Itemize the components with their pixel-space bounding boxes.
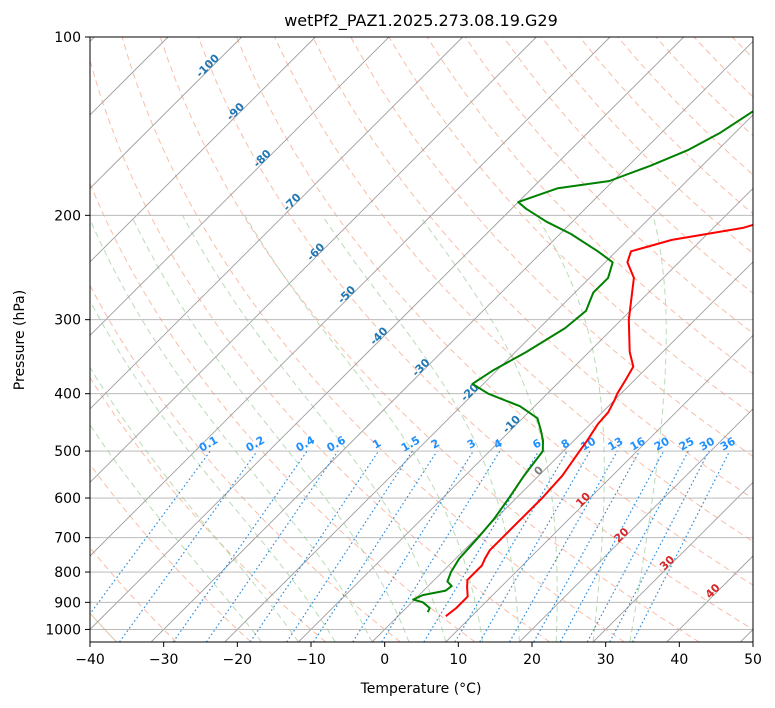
mixing-ratio-line: [533, 450, 640, 642]
skewed-isotherms: [90, 37, 753, 642]
mixing-ratio-line: [312, 450, 438, 642]
dry-adiabat: [464, 37, 753, 334]
isotherm-line: [90, 37, 390, 337]
dry-adiabat: [197, 37, 753, 630]
y-tick-label: 300: [54, 313, 81, 329]
y-tick-label: 900: [54, 595, 81, 611]
y-axis-label: Pressure (hPa): [12, 290, 28, 390]
dry-adiabat: [274, 37, 753, 543]
mixing-ratio-line: [205, 450, 339, 642]
isotherm-line: [90, 37, 464, 410]
isotherm-line: [90, 37, 611, 557]
y-tick-label: 600: [54, 491, 81, 507]
mixing-ratio-line: [559, 450, 665, 642]
dry-adiabat: [121, 37, 625, 642]
dry-adiabat: [90, 58, 551, 642]
x-axis-ticks: −40 −30 −20 −10 0 10 20 30 40 50: [75, 642, 762, 668]
x-tick-label: 0: [380, 652, 389, 668]
x-tick-label: 10: [449, 652, 467, 668]
isotherm-line: [90, 37, 243, 190]
plot-frame: [89, 36, 754, 643]
mixing-ratio-line: [479, 450, 591, 642]
plot-area: 0.1 0.2 0.4 0.6 1 1.5 2 3 4 6 8 10 13 16 20 25 30 36-100-…: [90, 37, 753, 642]
dry-adiabat: [312, 37, 753, 500]
isotherm-line: [592, 481, 753, 642]
isotherm-line: [150, 40, 753, 642]
moist-adiabats: [90, 215, 667, 642]
isotherm-line: [445, 334, 753, 642]
mixing-ratio-line: [509, 450, 618, 642]
dry-adiabat: [502, 37, 753, 294]
dry-adiabat: [236, 37, 753, 586]
mixing-ratio-line: [286, 450, 413, 642]
x-axis-label: Temperature (°C): [360, 681, 482, 697]
mixing-ratio-line: [90, 450, 211, 615]
mixing-ratio-line: [172, 450, 308, 642]
isotherm-line: [224, 114, 753, 642]
moist-adiabat: [90, 366, 299, 642]
mixing-ratio-line: [118, 450, 258, 642]
x-tick-label: 30: [597, 652, 615, 668]
x-tick-label: −30: [149, 652, 179, 668]
moist-adiabat: [321, 215, 520, 642]
x-tick-label: −40: [75, 652, 105, 668]
dry-adiabat: [90, 463, 252, 642]
dry-adiabats: [90, 37, 753, 642]
moist-adiabat: [130, 215, 410, 642]
isotherm-line: [90, 37, 685, 631]
mixing-ratio-line: [454, 450, 568, 642]
moist-adiabat: [629, 215, 667, 642]
moist-adiabat: [90, 299, 336, 642]
y-tick-label: 800: [54, 565, 81, 581]
y-tick-label: 100: [54, 30, 81, 46]
x-tick-label: 20: [523, 652, 541, 668]
isotherm-line: [519, 408, 753, 642]
sounding-series: [412, 110, 753, 617]
isotherm-line: [90, 37, 316, 263]
y-tick-label: 700: [54, 531, 81, 547]
moist-adiabat: [418, 215, 558, 642]
y-tick-label: 200: [54, 208, 81, 224]
y-tick-label: 400: [54, 387, 81, 403]
x-tick-label: −20: [223, 652, 253, 668]
x-tick-label: 50: [744, 652, 762, 668]
y-axis-ticks: 100 200 300 400 500 600 700 800 900 1000: [45, 30, 90, 638]
moist-adiabat: [182, 215, 447, 642]
isotherm-line: [371, 261, 753, 642]
isotherm-line: [90, 37, 537, 484]
moist-adiabat: [90, 218, 373, 642]
isotherm-line: [298, 187, 753, 642]
moist-adiabat: [535, 215, 605, 642]
y-tick-label: 500: [54, 444, 81, 460]
temperature-profile-line: [445, 223, 753, 617]
y-tick-label: 1000: [45, 622, 81, 638]
dewpoint-profile-line: [412, 110, 753, 613]
mixing-ratio-line: [249, 450, 380, 642]
x-tick-label: 40: [670, 652, 688, 668]
x-tick-label: −10: [296, 652, 326, 668]
chart-title: wetPf2_PAZ1.2025.273.08.19.G29: [284, 11, 558, 31]
moist-adiabat: [90, 423, 262, 642]
